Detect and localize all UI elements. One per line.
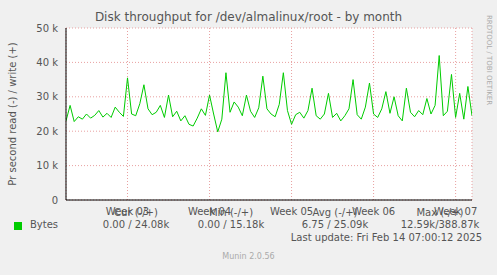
html-text:RRDTOOL / TOBI OETIKER: RRDTOOL / TOBI OETIKER [485, 14, 493, 106]
html-text:Min (-/+): Min (-/+) [209, 207, 253, 218]
html-text:12.59k/388.87k: 12.59k/388.87k [400, 219, 480, 230]
html-text:Max (-/+): Max (-/+) [416, 207, 464, 218]
svg-text:0: 0 [52, 195, 58, 206]
html-text:6.75 / 25.09k: 6.75 / 25.09k [301, 219, 369, 230]
svg-text:50 k: 50 k [36, 23, 58, 34]
html-text:Munin 2.0.56: Munin 2.0.56 [222, 252, 275, 261]
svg-text:10 k: 10 k [36, 160, 58, 171]
svg-text:30 k: 30 k [36, 91, 58, 102]
html-text:Pr second read (-) / write (+): Pr second read (-) / write (+) [6, 42, 18, 186]
svg-text:Week 06: Week 06 [352, 206, 395, 217]
html-text:0.00 / 24.08k: 0.00 / 24.08k [102, 219, 170, 230]
html-text:Bytes: Bytes [30, 219, 59, 230]
html-text:Cur (-/+): Cur (-/+) [114, 207, 158, 218]
html-text:0.00 / 15.18k: 0.00 / 15.18k [197, 219, 265, 230]
svg-text:40 k: 40 k [36, 57, 58, 68]
html-text:Disk throughput for /dev/almal: Disk throughput for /dev/almalinux/root … [94, 10, 403, 24]
svg-text:Week 05: Week 05 [270, 206, 313, 217]
svg-text:20 k: 20 k [36, 126, 58, 137]
html-text:Avg (-/+): Avg (-/+) [312, 207, 358, 218]
html-text:Last update: Fri Feb 14 07:00:: Last update: Fri Feb 14 07:00:12 2025 [290, 232, 482, 243]
